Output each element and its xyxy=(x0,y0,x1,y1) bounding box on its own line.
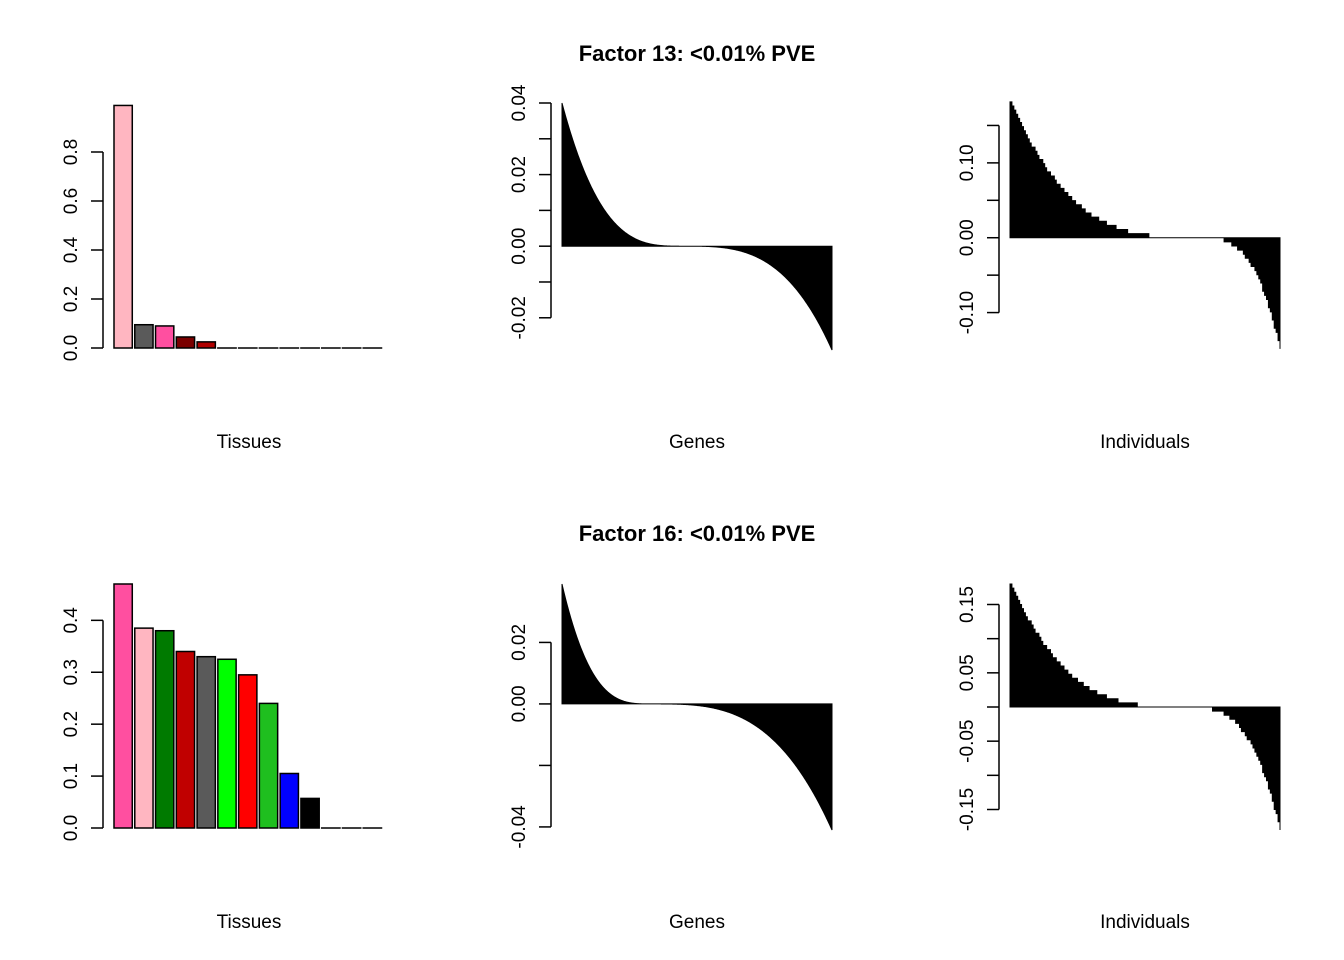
x-axis-title: Individuals xyxy=(1100,432,1190,453)
x-axis-title: Genes xyxy=(669,432,725,453)
y-tick-label: -0.05 xyxy=(957,720,978,763)
x-axis-title: Individuals xyxy=(1100,912,1190,933)
bar xyxy=(217,658,237,829)
y-tick-label: 0.4 xyxy=(61,607,82,634)
y-tick-label: 0.00 xyxy=(957,219,978,256)
gene-loadings-area xyxy=(561,583,833,831)
bar xyxy=(154,629,175,829)
bar xyxy=(134,323,154,349)
y-tick-label: 0.04 xyxy=(509,84,530,121)
y-tick-label: 0.2 xyxy=(61,711,82,737)
y-tick-label: 0.02 xyxy=(509,156,530,193)
x-axis-title: Genes xyxy=(669,912,725,933)
y-tick-label: 0.00 xyxy=(509,228,530,265)
y-tick-label: -0.02 xyxy=(509,296,530,339)
y-tick-label: 0.0 xyxy=(61,815,82,841)
y-tick-label: 0.0 xyxy=(61,335,82,361)
y-tick-label: 0.4 xyxy=(61,236,82,263)
bar xyxy=(196,341,217,349)
individual-loadings-area xyxy=(1009,583,1281,830)
y-tick-label: 0.00 xyxy=(509,685,530,722)
y-tick-label: -0.15 xyxy=(957,788,978,831)
bar xyxy=(258,702,279,829)
bar xyxy=(300,797,320,829)
gene-loadings-area xyxy=(561,102,833,351)
chart-title-factor-13: Factor 13: <0.01% PVE xyxy=(579,41,816,66)
x-axis-title: Tissues xyxy=(217,432,282,453)
y-tick-label: 0.1 xyxy=(61,763,82,789)
bar xyxy=(175,336,196,349)
y-tick-label: 0.10 xyxy=(957,144,978,181)
bar xyxy=(154,325,175,349)
y-tick-label: 0.02 xyxy=(509,624,530,661)
individual-loadings-area xyxy=(1009,101,1281,349)
bar xyxy=(113,583,134,829)
x-axis-title: Tissues xyxy=(217,912,282,933)
bar xyxy=(134,627,154,829)
bar xyxy=(196,655,217,829)
y-tick-label: 0.2 xyxy=(61,286,82,312)
chart-title-factor-16: Factor 16: <0.01% PVE xyxy=(579,521,816,546)
y-tick-label: 0.05 xyxy=(957,654,978,691)
y-tick-label: 0.15 xyxy=(957,586,978,623)
bar xyxy=(175,650,196,829)
bar xyxy=(279,772,300,829)
bar xyxy=(237,674,258,829)
y-tick-label: 0.3 xyxy=(61,659,82,685)
y-tick-label: 0.8 xyxy=(61,139,82,165)
bar xyxy=(113,104,134,349)
y-tick-label: 0.6 xyxy=(61,188,82,214)
y-tick-label: -0.04 xyxy=(509,805,530,849)
y-tick-label: -0.10 xyxy=(957,291,978,334)
plot-panels: 0.0 0.2 0.4 0.6 0.8 -0.02 0.00 0.02 0.04 -0.10 0.0… xyxy=(61,84,1281,849)
